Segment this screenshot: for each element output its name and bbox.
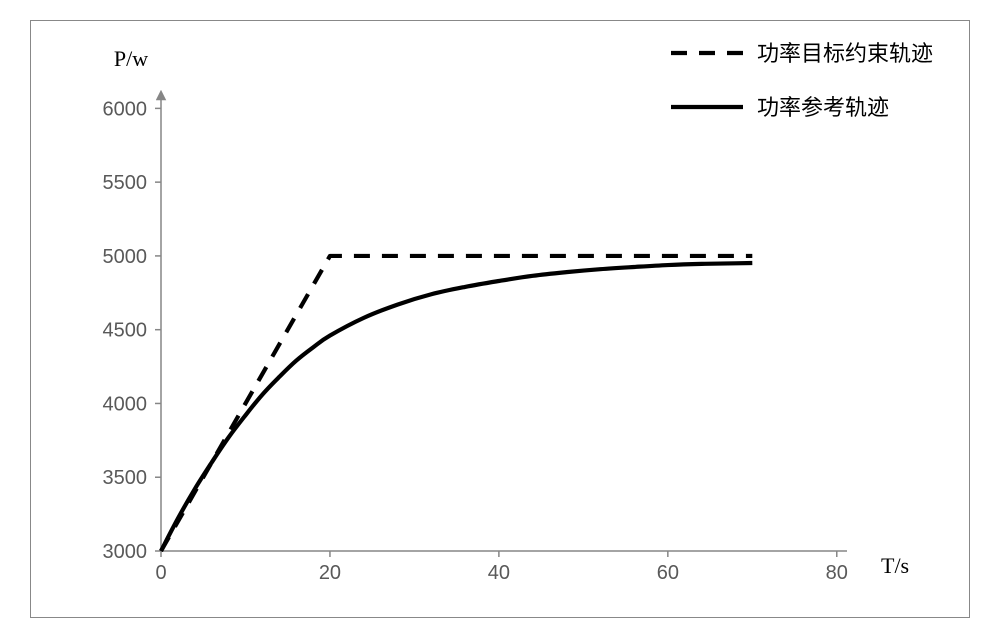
y-tick-label: 3000 xyxy=(103,541,148,563)
x-tick-label: 80 xyxy=(826,562,848,584)
series-target xyxy=(161,256,752,551)
chart-container: 0 20 40 60 80 3000 3500 4000 4500 5000 5500 6000 P/w… xyxy=(30,20,970,618)
y-tick-label: 5500 xyxy=(103,172,148,194)
y-tick-label: 4500 xyxy=(103,320,148,342)
x-tick-label: 20 xyxy=(319,562,341,584)
y-tick-label: 4000 xyxy=(103,393,148,415)
y-tick-label: 5000 xyxy=(103,246,148,268)
x-tick-label: 0 xyxy=(155,562,166,584)
x-axis-label: T/s xyxy=(881,553,909,578)
x-tick-label: 40 xyxy=(488,562,510,584)
x-tick-label: 60 xyxy=(657,562,679,584)
y-axis-label: P/w xyxy=(114,46,148,71)
legend-label-reference: 功率参考轨迹 xyxy=(757,95,889,120)
power-trajectory-chart: 0 20 40 60 80 3000 3500 4000 4500 5000 5500 6000 P/w… xyxy=(31,21,971,619)
y-tick-label: 3500 xyxy=(103,467,148,489)
y-tick-label: 6000 xyxy=(103,98,148,120)
series-reference xyxy=(161,263,752,551)
legend-label-target: 功率目标约束轨迹 xyxy=(757,41,933,66)
